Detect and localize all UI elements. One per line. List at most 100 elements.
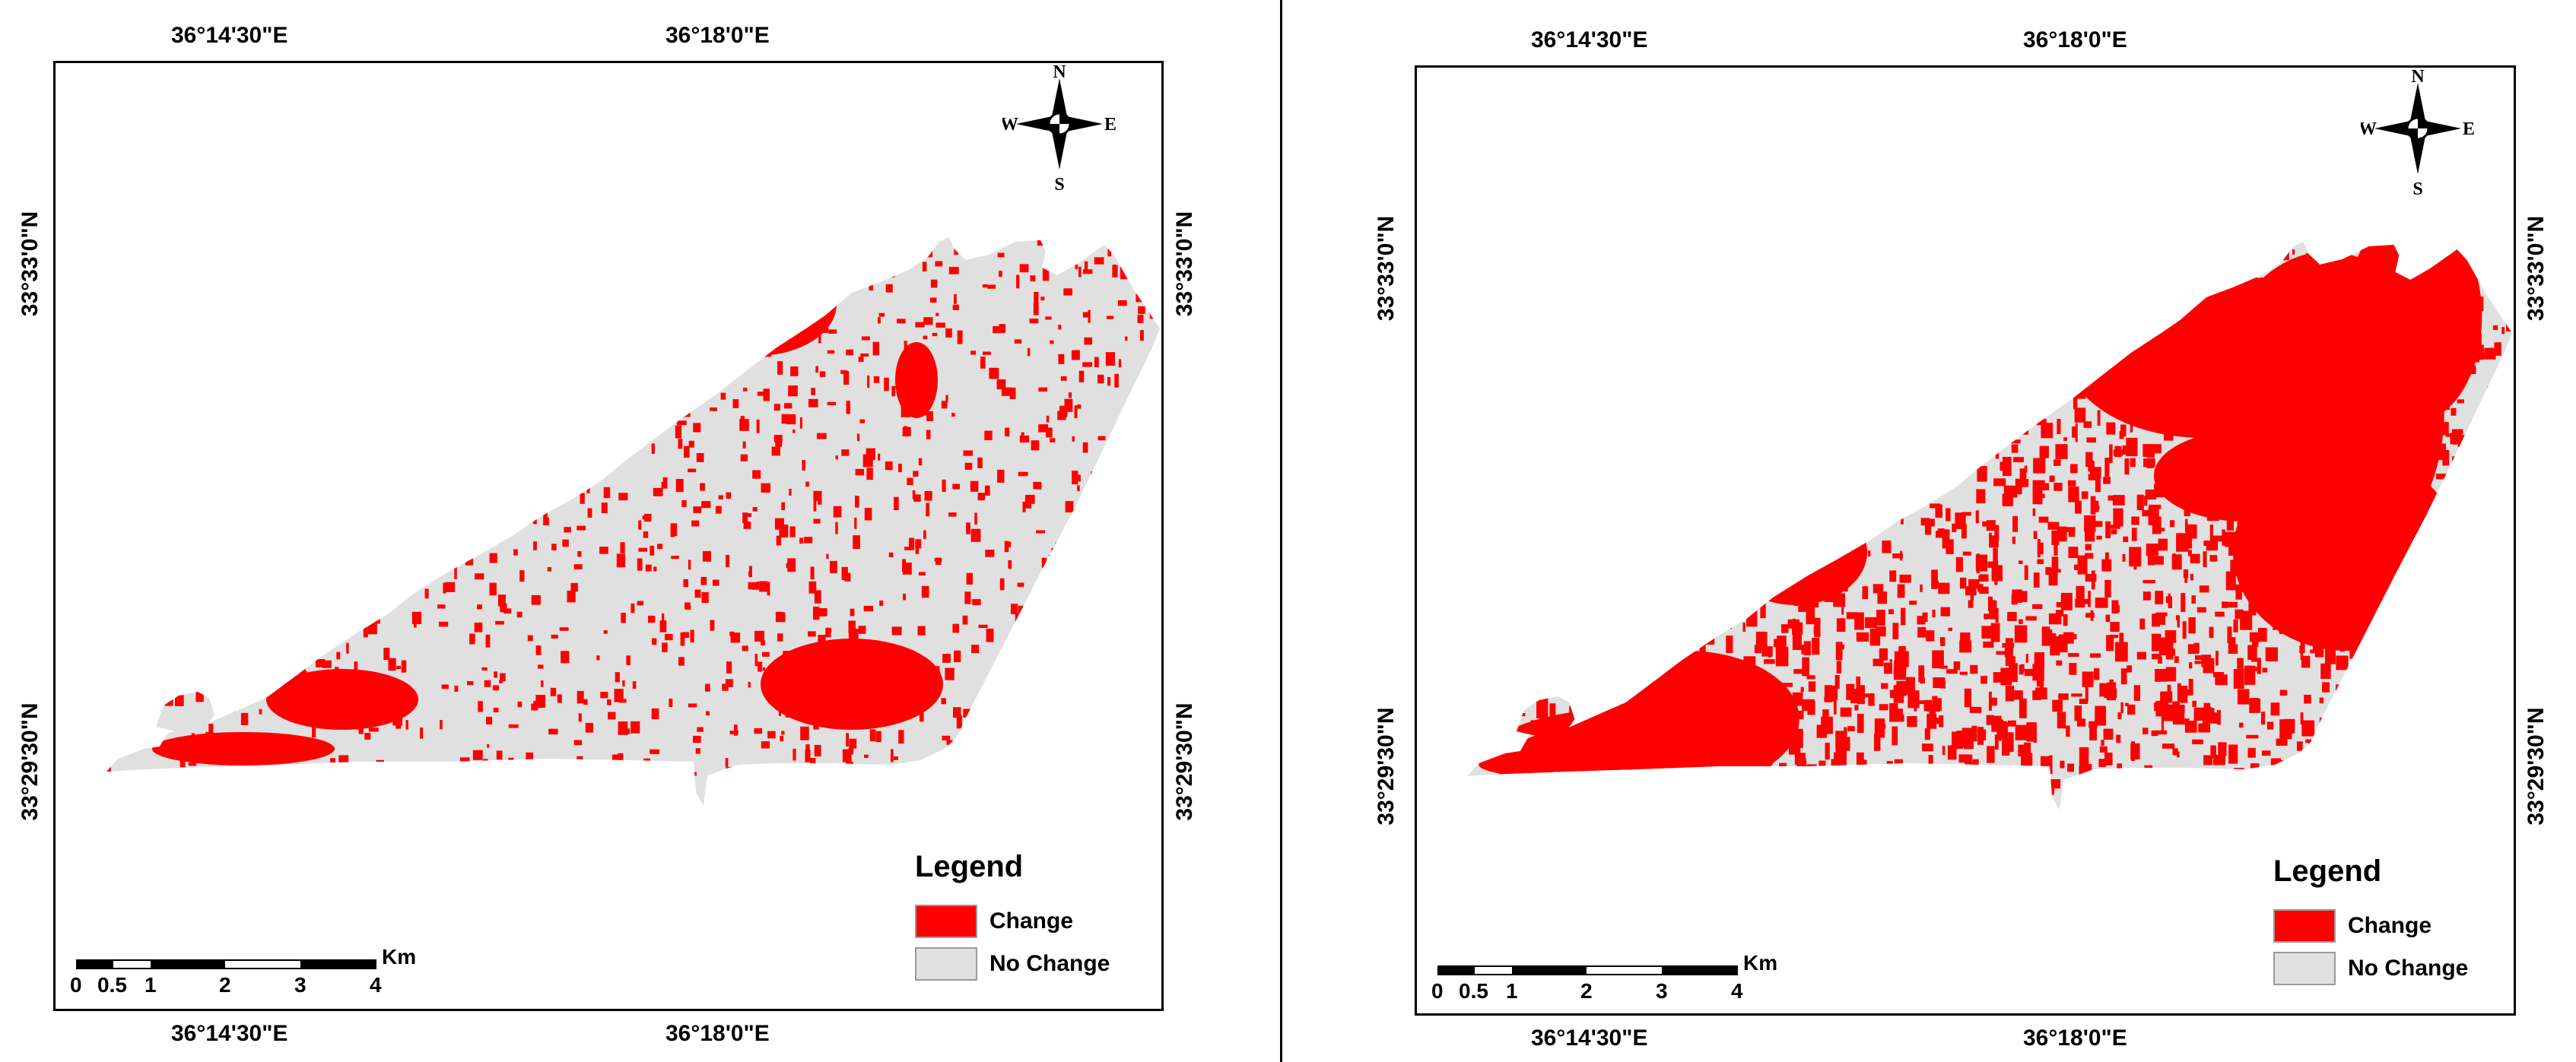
change-patch (1575, 242, 1588, 261)
change-patch (2206, 541, 2214, 551)
change-patch (1807, 700, 1815, 715)
change-patch (1467, 335, 1475, 349)
change-patch (409, 445, 414, 451)
change-patch (2384, 768, 2392, 785)
change-patch (2460, 449, 2469, 462)
change-patch (2014, 625, 2028, 643)
change-patch (2489, 685, 2503, 696)
change-patch (1864, 617, 1877, 629)
change-patch (1780, 683, 1793, 687)
change-patch (2371, 653, 2382, 674)
change-patch (822, 679, 831, 692)
change-patch (2228, 255, 2232, 271)
change-patch (1778, 412, 1789, 419)
change-patch (1933, 329, 1942, 346)
change-patch (869, 729, 876, 741)
change-patch (2205, 347, 2217, 356)
change-patch (2207, 505, 2213, 517)
change-patch (2097, 258, 2109, 272)
change-patch (1799, 453, 1803, 464)
change-patch (602, 366, 608, 369)
change-patch (1078, 370, 1085, 382)
change-patch (2212, 535, 2223, 542)
change-patch (1990, 623, 2000, 642)
change-patch (1795, 436, 1803, 442)
change-patch (1938, 582, 1950, 594)
change-patch (1724, 299, 1729, 309)
change-patch (1536, 623, 1544, 634)
change-patch (966, 572, 973, 585)
change-patch (2142, 510, 2154, 517)
change-patch (1084, 261, 1088, 273)
change-patch (1509, 639, 1517, 648)
change-patch (760, 291, 769, 301)
change-patch (1149, 287, 1153, 294)
change-patch (1905, 677, 1915, 695)
change-patch (1748, 678, 1757, 688)
change-patch (128, 480, 136, 485)
change-patch (2096, 242, 2104, 251)
change-patch (2012, 515, 2019, 532)
change-patch (1061, 599, 1066, 604)
change-patch (2329, 483, 2338, 490)
change-patch (923, 317, 933, 325)
change-patch (1147, 581, 1150, 591)
change-patch (1092, 607, 1100, 613)
change-patch (1850, 246, 1855, 254)
change-patch (745, 275, 750, 281)
change-patch (1622, 599, 1625, 603)
change-patch (1778, 745, 1783, 751)
change-patch (2069, 371, 2077, 377)
change-patch (2405, 360, 2418, 378)
change-patch (2193, 242, 2206, 252)
change-patch (2163, 422, 2174, 441)
change-patch (1806, 764, 1817, 772)
change-cluster (217, 513, 346, 604)
change-patch (432, 254, 439, 264)
change-patch (1501, 294, 1508, 311)
change-patch (1662, 388, 1667, 398)
change-patch (548, 240, 552, 252)
change-patch (600, 692, 608, 699)
change-patch (108, 618, 118, 631)
right-lat-label-1: 33°33'0"N (1172, 211, 1197, 317)
change-patch (2361, 765, 2371, 785)
change-patch (1749, 250, 1757, 256)
change-patch (1488, 427, 1500, 436)
change-patch (2486, 471, 2490, 492)
change-patch (2424, 502, 2428, 515)
change-patch (1600, 264, 1606, 283)
change-patch (1983, 262, 1993, 277)
change-patch (2075, 423, 2078, 442)
change-patch (1996, 651, 2006, 655)
change-patch (1647, 474, 1661, 490)
change-patch (754, 280, 760, 284)
change-patch (445, 582, 456, 592)
change-patch (729, 237, 738, 239)
change-patch (1565, 534, 1571, 553)
change-patch (1036, 530, 1045, 534)
change-patch (1569, 446, 1573, 455)
change-patch (2343, 621, 2349, 629)
change-patch (2176, 533, 2189, 552)
change-patch (1540, 312, 1545, 331)
change-patch (538, 383, 543, 389)
change-patch (313, 558, 319, 570)
change-patch (2082, 671, 2094, 687)
change-patch (1008, 541, 1012, 547)
change-patch (2168, 486, 2174, 498)
change-patch (1776, 506, 1780, 521)
change-patch (2127, 665, 2133, 673)
change-patch (1798, 785, 1810, 799)
change-patch (1971, 353, 1984, 372)
change-patch (2104, 242, 2111, 254)
change-patch (2071, 634, 2077, 639)
change-patch (586, 358, 593, 369)
change-patch (577, 417, 585, 426)
change-patch (1736, 581, 1748, 598)
change-patch (110, 727, 118, 734)
change-patch (1017, 582, 1024, 587)
change-patch (1524, 278, 1529, 289)
change-patch (913, 471, 919, 477)
change-patch (2252, 505, 2257, 515)
